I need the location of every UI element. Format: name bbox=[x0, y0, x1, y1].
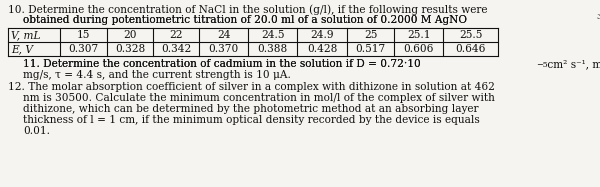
Text: 0.606: 0.606 bbox=[403, 44, 434, 54]
Text: E, V: E, V bbox=[11, 44, 33, 54]
Text: 24: 24 bbox=[217, 30, 230, 40]
Text: 0.370: 0.370 bbox=[208, 44, 239, 54]
Text: 0.342: 0.342 bbox=[161, 44, 191, 54]
Text: 11. Determine the concentration of cadmium in the solution if D = 0.72·10: 11. Determine the concentration of cadmi… bbox=[23, 59, 421, 69]
Text: cm² s⁻¹, m = 2.0: cm² s⁻¹, m = 2.0 bbox=[544, 59, 600, 69]
Text: 10. Determine the concentration of NaCl in the solution (g/l), if the following : 10. Determine the concentration of NaCl … bbox=[8, 4, 487, 15]
Text: 0.307: 0.307 bbox=[68, 44, 98, 54]
Text: 25: 25 bbox=[364, 30, 377, 40]
Text: 11. Determine the concentration of cadmium in the solution if D = 0.72·10: 11. Determine the concentration of cadmi… bbox=[23, 59, 421, 69]
Text: V, mL: V, mL bbox=[11, 30, 41, 40]
Text: 15: 15 bbox=[77, 30, 90, 40]
Text: 20: 20 bbox=[123, 30, 137, 40]
Text: 25.1: 25.1 bbox=[407, 30, 430, 40]
Text: 0.388: 0.388 bbox=[257, 44, 287, 54]
Text: 3: 3 bbox=[596, 13, 600, 21]
Text: 24.5: 24.5 bbox=[261, 30, 284, 40]
Text: 12. The molar absorption coefficient of silver in a complex with dithizone in so: 12. The molar absorption coefficient of … bbox=[8, 82, 495, 92]
Text: obtained during potentiometric titration of 20.0 ml of a solution of 0.2000 M Ag: obtained during potentiometric titration… bbox=[23, 15, 467, 25]
Text: 0.646: 0.646 bbox=[455, 44, 485, 54]
Text: 22: 22 bbox=[169, 30, 183, 40]
Text: 0.328: 0.328 bbox=[115, 44, 145, 54]
Text: 0.428: 0.428 bbox=[307, 44, 337, 54]
Text: dithizone, which can be determined by the photometric method at an absorbing lay: dithizone, which can be determined by th… bbox=[23, 104, 479, 114]
Text: −5: −5 bbox=[536, 61, 548, 69]
Text: nm is 30500. Calculate the minimum concentration in mol/l of the complex of silv: nm is 30500. Calculate the minimum conce… bbox=[23, 93, 495, 103]
Text: 0.517: 0.517 bbox=[355, 44, 386, 54]
Text: mg/s, τ = 4.4 s, and the current strength is 10 μA.: mg/s, τ = 4.4 s, and the current strengt… bbox=[23, 70, 291, 80]
Text: obtained during potentiometric titration of 20.0 ml of a solution of 0.2000 M Ag: obtained during potentiometric titration… bbox=[23, 15, 467, 25]
Text: 0.01.: 0.01. bbox=[23, 126, 50, 136]
Text: 24.9: 24.9 bbox=[310, 30, 334, 40]
Text: 25.5: 25.5 bbox=[459, 30, 482, 40]
Text: thickness of l = 1 cm, if the minimum optical density recorded by the device is : thickness of l = 1 cm, if the minimum op… bbox=[23, 115, 480, 125]
